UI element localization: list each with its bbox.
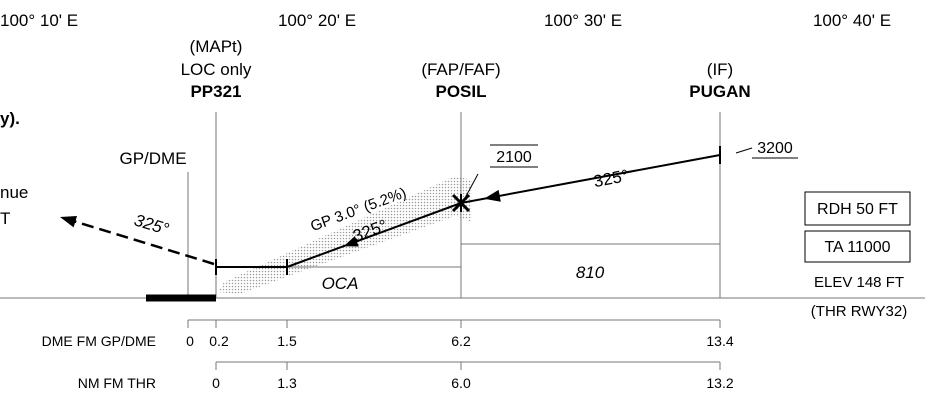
threshold-scale-mark: 13.2: [706, 375, 733, 391]
dme-scale-mark: 0.2: [209, 333, 229, 349]
faf-altitude: 2100: [496, 149, 532, 166]
final-arrow-icon: [343, 236, 359, 247]
ta-label: TA 11000: [824, 239, 890, 256]
missed-approach-arrow-icon: [60, 216, 77, 228]
faf-fix-name: POSIL: [435, 82, 486, 101]
threshold-scale-mark: 6.0: [451, 375, 471, 391]
faf-role-label: (FAP/FAF): [421, 60, 500, 79]
intermediate-approach-path: [460, 154, 721, 204]
gp-dme-label: GP/DME: [119, 149, 186, 168]
intermediate-altitude-label: 810: [576, 263, 605, 282]
longitude-label: 100° 40' E: [813, 11, 891, 30]
runway-bar: [146, 294, 216, 302]
ta-box: [804, 230, 911, 263]
longitude-label: 100° 20' E: [278, 11, 356, 30]
faf-cross-icon: [451, 193, 471, 213]
rdh-label: RDH 50 FT: [817, 201, 898, 218]
intermediate-arrow-icon: [484, 189, 501, 202]
oca-label: OCA: [322, 274, 359, 293]
mapt-role-label: (MAPt): [190, 37, 243, 56]
clipped-missed-text: T: [0, 209, 10, 228]
rdh-box: [804, 191, 911, 226]
threshold-scale-mark: 1.3: [277, 375, 297, 391]
if-fix-name: PUGAN: [689, 82, 750, 101]
threshold-scale-mark: 0: [212, 375, 220, 391]
if-altitude-leader: [735, 147, 753, 154]
elevation-label: ELEV 148 FT: [814, 274, 904, 291]
mapt-note-label: LOC only: [181, 60, 252, 79]
longitude-label: 100° 10' E: [0, 11, 78, 30]
dme-scale-mark: 1.5: [277, 333, 297, 349]
dme-scale-mark: 0: [186, 333, 194, 349]
faf-altitude-leader: [464, 173, 479, 199]
mapt-fix-name: PP321: [190, 82, 241, 101]
glide-path-band: [218, 176, 472, 294]
missed-approach-path: [74, 220, 215, 266]
clipped-missed-text: nue: [0, 183, 28, 202]
dme-scale-mark: 6.2: [451, 333, 471, 349]
threshold-scale-label: NM FM THR: [78, 375, 156, 391]
missed-approach-track-label: 325°: [132, 211, 171, 240]
if-role-label: (IF): [707, 60, 733, 79]
if-altitude: 3200: [757, 140, 793, 157]
elevation-reference-label: (THR RWY32): [811, 303, 907, 320]
clipped-title-text: y).: [0, 109, 20, 128]
longitude-label: 100° 30' E: [544, 11, 622, 30]
final-approach-path: [286, 202, 462, 268]
dme-scale-mark: 13.4: [706, 333, 733, 349]
dme-scale-label: DME FM GP/DME: [42, 333, 156, 349]
intermediate-track-label: 325°: [592, 166, 630, 191]
